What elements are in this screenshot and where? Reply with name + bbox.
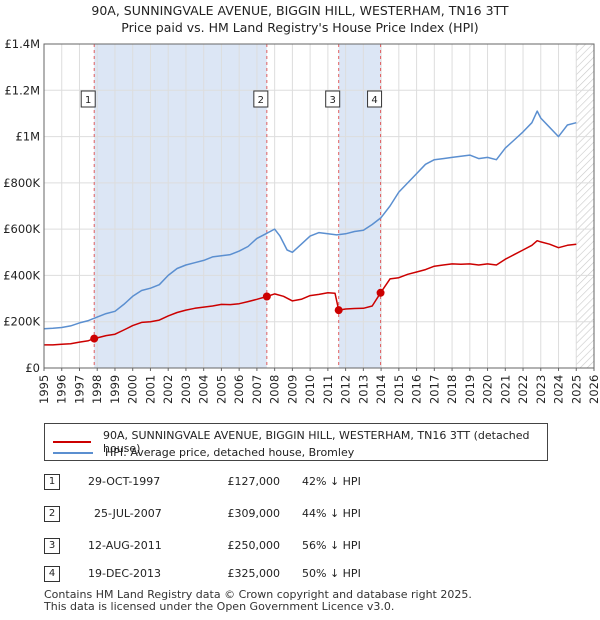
footer-licence: This data is licensed under the Open Gov… [44, 600, 395, 613]
sale-point [376, 288, 385, 297]
property-price-line [44, 239, 577, 346]
sale-label-number: 4 [371, 95, 377, 106]
legend-item-hpi: HPI: Average price, detached house, Brom… [53, 446, 354, 459]
footer-copyright: Contains HM Land Registry data © Crown c… [44, 588, 472, 601]
x-tick-label: 2026 [587, 375, 600, 404]
transaction-row: 1 29-OCT-1997 £127,000 42% ↓ HPI [44, 474, 444, 492]
hatched-region [576, 44, 594, 368]
transaction-hpi-diff: 44% ↓ HPI [302, 507, 361, 520]
sale-label-box [80, 90, 96, 108]
sale-label-box [325, 90, 341, 108]
legend-label-hpi: HPI: Average price, detached house, Brom… [105, 446, 355, 459]
transaction-price: £325,000 [227, 567, 281, 580]
x-tick-label: 2015 [392, 375, 406, 404]
x-tick-label: 2023 [534, 375, 548, 404]
x-tick-label: 2002 [161, 375, 175, 404]
footer: Contains HM Land Registry data © Crown c… [44, 589, 472, 613]
x-tick-label: 2012 [339, 375, 353, 404]
x-tick-label: 2016 [410, 375, 424, 404]
transaction-date: 25-JUL-2007 [94, 507, 162, 520]
transaction-row: 4 19-DEC-2013 £325,000 50% ↓ HPI [44, 566, 444, 584]
x-tick-label: 2013 [356, 375, 370, 404]
x-tick-label: 1996 [55, 375, 69, 404]
sale-point [262, 292, 271, 301]
sale-label-box [253, 90, 269, 108]
legend-swatch-property [53, 441, 91, 443]
sale-label-number: 3 [330, 95, 336, 106]
transaction-date: 29-OCT-1997 [88, 475, 161, 488]
hpi-line [43, 110, 577, 330]
sale-point [334, 306, 343, 315]
transaction-date: 12-AUG-2011 [88, 539, 162, 552]
x-tick-label: 2018 [445, 375, 459, 404]
transaction-price: £250,000 [227, 539, 281, 552]
chart-title: 90A, SUNNINGVALE AVENUE, BIGGIN HILL, WE… [0, 2, 600, 36]
transaction-number: 2 [44, 506, 60, 522]
legend: 90A, SUNNINGVALE AVENUE, BIGGIN HILL, WE… [44, 423, 548, 461]
title-line-2: Price paid vs. HM Land Registry's House … [121, 20, 479, 35]
x-tick-label: 2019 [463, 375, 477, 404]
sale-point [90, 334, 99, 343]
x-tick-label: 2006 [232, 375, 246, 404]
y-tick-label: £1.4M [4, 37, 40, 51]
legend-swatch-hpi [53, 451, 93, 454]
x-tick-label: 1997 [72, 375, 86, 404]
x-tick-label: 2025 [569, 375, 583, 404]
x-tick-label: 2007 [250, 375, 264, 404]
transaction-row: 2 25-JUL-2007 £309,000 44% ↓ HPI [44, 506, 444, 524]
transaction-price: £309,000 [227, 507, 281, 520]
title-line-1: 90A, SUNNINGVALE AVENUE, BIGGIN HILL, WE… [91, 3, 509, 18]
x-tick-label: 2020 [481, 375, 495, 404]
sale-label-number: 2 [258, 95, 264, 106]
transaction-hpi-diff: 50% ↓ HPI [302, 567, 361, 580]
y-tick-label: £1.2M [4, 83, 40, 97]
x-tick-label: 2001 [143, 375, 157, 404]
transaction-number: 1 [44, 474, 60, 490]
transaction-price: £127,000 [227, 475, 281, 488]
transaction-hpi-diff: 42% ↓ HPI [302, 475, 361, 488]
transaction-date: 19-DEC-2013 [88, 567, 162, 580]
y-tick-label: £200K [3, 315, 40, 329]
price-chart: 1 2 3 4 £0 £200K £400K £600K £800K £1M £1.2M £1.4M… [3, 37, 600, 404]
sale-label-number: 1 [85, 95, 91, 106]
x-tick-label: 1999 [108, 375, 122, 404]
x-tick-label: 2004 [197, 375, 211, 404]
x-tick-label: 2022 [516, 375, 530, 404]
x-tick-label: 2017 [427, 375, 441, 404]
x-tick-label: 2014 [374, 375, 388, 404]
x-tick-label: 2021 [498, 375, 512, 404]
legend-item-property: 90A, SUNNINGVALE AVENUE, BIGGIN HILL, WE… [53, 429, 547, 455]
x-tick-label: 1998 [90, 375, 104, 404]
y-tick-label: £0 [25, 361, 40, 375]
x-tick-label: 2008 [268, 375, 282, 404]
transaction-number: 4 [44, 566, 60, 582]
transaction-hpi-diff: 56% ↓ HPI [302, 539, 361, 552]
sale-period-shade [94, 44, 267, 368]
y-tick-label: £1M [15, 130, 40, 144]
y-tick-label: £800K [3, 176, 40, 190]
legend-label-property: 90A, SUNNINGVALE AVENUE, BIGGIN HILL, WE… [103, 429, 530, 455]
x-tick-label: 1995 [37, 375, 51, 404]
y-tick-label: £600K [3, 222, 40, 236]
x-tick-label: 2005 [214, 375, 228, 404]
transaction-row: 3 12-AUG-2011 £250,000 56% ↓ HPI [44, 538, 444, 556]
x-tick-label: 2010 [303, 375, 317, 404]
x-tick-label: 2011 [321, 375, 335, 404]
x-tick-label: 2009 [285, 375, 299, 404]
plot-frame [43, 43, 595, 369]
x-tick-label: 2003 [179, 375, 193, 404]
y-tick-label: £400K [3, 268, 40, 282]
x-tick-label: 2024 [552, 375, 566, 404]
x-tick-label: 2000 [126, 375, 140, 404]
transaction-number: 3 [44, 538, 60, 554]
sale-label-box [367, 90, 383, 108]
